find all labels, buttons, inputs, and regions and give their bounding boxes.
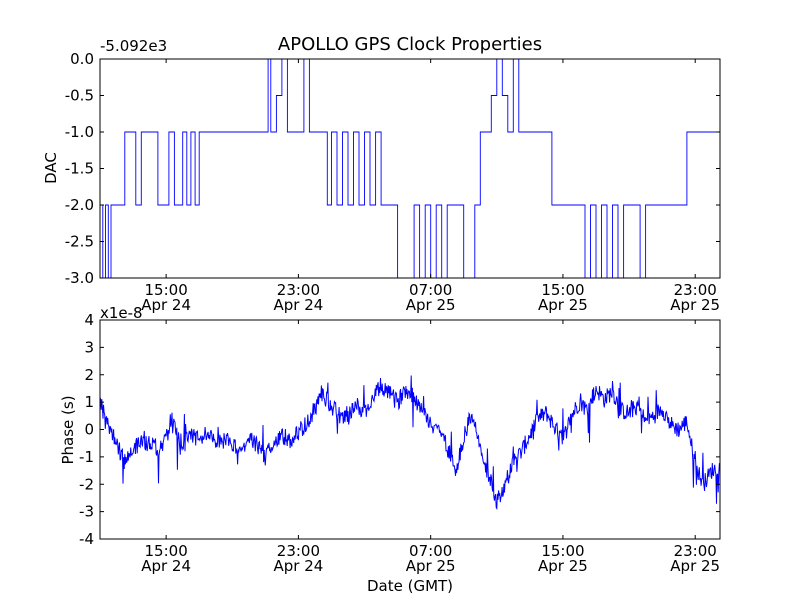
dac-ytick-label: -3.0 [65,269,94,287]
phase-xtick-label-date: Apr 25 [538,557,588,575]
dac-ytick-label: -0.5 [65,87,94,105]
phase-xtick-label-time: 15:00 [541,542,584,560]
dac-xtick-label-time: 23:00 [674,281,717,299]
phase-series-line [100,375,720,510]
dac-ytick-label: 0.0 [70,50,94,68]
phase-xtick-label-time: 15:00 [145,542,188,560]
phase-ytick-label: 4 [84,311,94,329]
phase-ytick-label: -2 [79,475,94,493]
phase-xtick-label-time: 23:00 [674,542,717,560]
phase-xtick-label-time: 07:00 [409,542,452,560]
phase-xtick-label-date: Apr 25 [406,557,456,575]
phase-panel: x1e-8 Phase (s) Date (GMT) 4 3 2 1 0 -1 -2 -3 -4… [59,304,721,595]
phase-ytick-label: -1 [79,448,94,466]
phase-offset-text: x1e-8 [100,304,143,322]
dac-panel: -5.092e3 DAC 0.0 -0.5 -1.0 -1.5 -2.0 -2.5 -3.0… [42,37,721,314]
dac-xtick-label-date: Apr 25 [670,296,720,314]
dac-xtick-label-date: Apr 25 [538,296,588,314]
phase-xtick-label-date: Apr 25 [670,557,720,575]
phase-xtick-label-date: Apr 24 [273,557,323,575]
phase-xtick-label-time: 23:00 [277,542,320,560]
phase-xlabel: Date (GMT) [367,577,453,595]
dac-xtick-label-date: Apr 24 [273,296,323,314]
dac-xtick-label-date: Apr 24 [141,296,191,314]
dac-ytick-label: -2.0 [65,196,94,214]
dac-series-line [100,59,720,278]
dac-ytick-label: -1.0 [65,123,94,141]
phase-ytick-label: 1 [84,393,94,411]
figure-title: APOLLO GPS Clock Properties [278,34,542,55]
phase-ytick-label: 2 [84,366,94,384]
phase-xtick-label-date: Apr 24 [141,557,191,575]
phase-ylabel: Phase (s) [59,395,77,464]
dac-ytick-label: -1.5 [65,160,94,178]
dac-ylabel: DAC [42,152,60,184]
dac-xtick-label-time: 07:00 [409,281,452,299]
phase-ytick-label: 0 [84,421,94,439]
phase-ytick-label: -3 [79,503,94,521]
dac-offset-text: -5.092e3 [100,37,167,55]
phase-ytick-label: -4 [79,530,94,548]
phase-ytick-label: 3 [84,338,94,356]
dac-xtick-label-time: 15:00 [541,281,584,299]
dac-ytick-label: -2.5 [65,233,94,251]
dac-xtick-label-time: 15:00 [145,281,188,299]
dac-xtick-label-date: Apr 25 [406,296,456,314]
dac-xtick-label-time: 23:00 [277,281,320,299]
